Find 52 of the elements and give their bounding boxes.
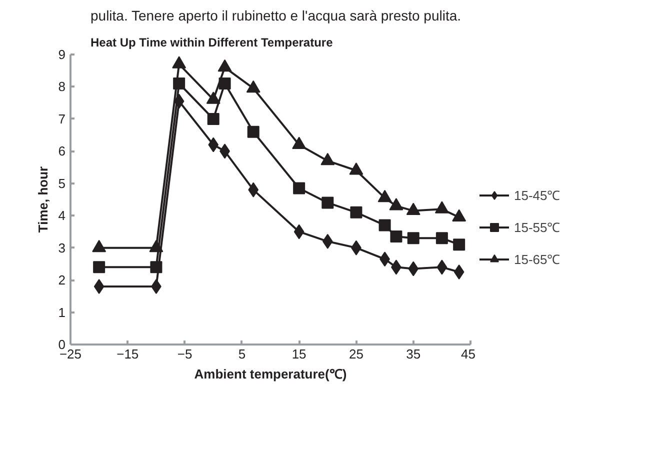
y-tick-label: 6	[58, 144, 66, 159]
y-tick-label: 0	[58, 337, 66, 352]
point	[93, 261, 106, 274]
x-tick-label: 45	[461, 346, 476, 362]
x-tick-label: 35	[406, 346, 421, 362]
point	[172, 56, 186, 68]
point	[322, 196, 334, 209]
point	[408, 261, 419, 276]
point	[320, 152, 335, 166]
point	[218, 59, 232, 72]
point	[453, 238, 466, 251]
legend-label: 15-45℃	[514, 187, 560, 204]
point	[206, 92, 220, 104]
point	[294, 224, 304, 240]
y-tick-label: 7	[58, 111, 66, 126]
x-tick-label: 5	[238, 346, 246, 362]
x-tick-label: 25	[348, 346, 364, 362]
point	[350, 206, 362, 218]
y-tick-label: 9	[58, 47, 66, 62]
point	[390, 230, 402, 243]
point	[150, 261, 162, 274]
y-tick-label: 3	[58, 240, 66, 256]
x-tick-label: −15	[116, 346, 139, 362]
point	[436, 232, 448, 244]
point	[207, 112, 220, 125]
chart-title: Heat Up Time within Different Temperature	[90, 36, 334, 50]
point	[247, 126, 260, 138]
text: pulita. Tenere aperto il rubinetto e l'acqua sarà presto pulita.	[90, 8, 462, 24]
y-tick-label: 1	[58, 304, 66, 320]
point	[436, 260, 448, 275]
x-tick-label: 15	[292, 346, 306, 362]
point	[322, 234, 333, 249]
x-tick-label: −5	[177, 346, 192, 362]
point	[218, 78, 231, 90]
y-axis-title: Time, hour	[35, 166, 50, 233]
point	[293, 182, 306, 194]
y-tick-label: 5	[58, 176, 66, 191]
y-tick-label: 4	[58, 208, 66, 224]
point	[378, 219, 391, 232]
point	[292, 136, 306, 149]
y-tick-label: 2	[58, 272, 66, 288]
point	[246, 80, 260, 93]
point	[208, 137, 219, 152]
point	[454, 264, 464, 280]
point	[94, 279, 104, 294]
legend-label: 15-65℃	[514, 251, 560, 268]
point	[248, 182, 259, 198]
legend-label: 15-55℃	[514, 219, 560, 236]
point	[407, 232, 420, 244]
y-tick-label: 8	[58, 79, 66, 94]
point	[151, 279, 162, 294]
x-axis-title: Ambient temperature(℃)	[194, 366, 347, 382]
